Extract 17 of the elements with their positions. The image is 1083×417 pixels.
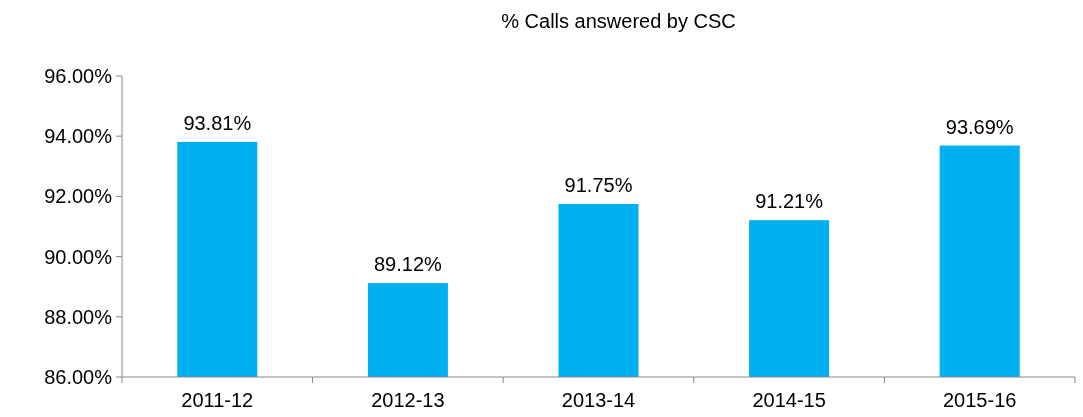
x-tick-label: 2012-13 [371,389,445,411]
y-tick-label: 92.00% [44,185,113,208]
y-tick-label: 90.00% [44,245,113,268]
data-label: 93.81% [183,111,252,134]
y-tick-label: 88.00% [44,305,113,328]
x-tick-label: 2013-14 [561,389,636,411]
x-tick-label: 2011-12 [181,389,254,411]
y-tick-label: 94.00% [44,125,113,148]
x-tick-label: 2014-15 [752,389,826,411]
data-label: 89.12% [373,253,443,276]
y-tick-label: 86.00% [44,366,113,388]
x-tick-label: 2015-16 [943,389,1017,411]
data-label: 93.69% [945,115,1014,138]
data-label: 91.21% [755,190,824,213]
y-tick-label: 96.00% [44,65,113,87]
data-label: 91.75% [564,173,633,196]
chart-title: % Calls answered by CSC [501,10,736,32]
